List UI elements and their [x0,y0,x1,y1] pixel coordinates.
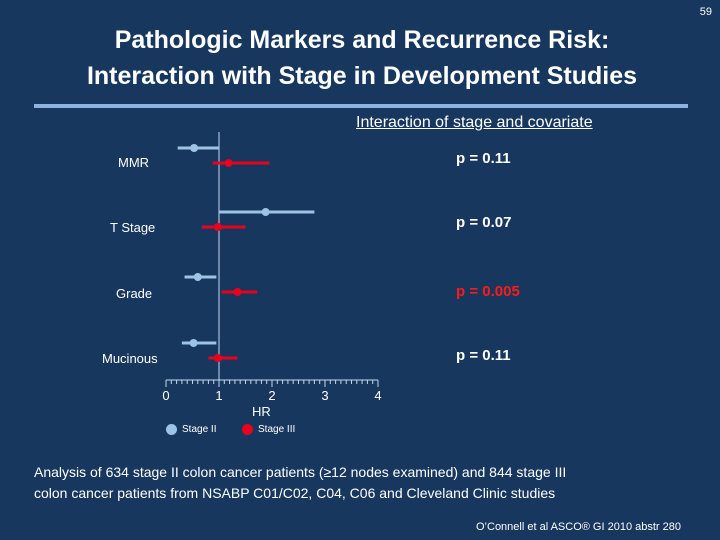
legend-stage-ii: Stage II [166,424,216,435]
title-line-2: Interaction with Stage in Development St… [86,62,638,90]
stage-iii-point [224,159,233,167]
p-value-t-stage: p = 0.07 [456,214,512,231]
p-value-grade: p = 0.005 [456,283,520,300]
x-tick-label: 0 [162,388,170,403]
stage-iii-point [213,354,222,362]
legend-stage-iii: Stage III [242,424,295,435]
caption-line-1: Analysis of 634 stage II colon cancer pa… [34,464,567,480]
stage-ii-point [261,208,270,216]
p-value-mucinous: p = 0.11 [456,347,511,364]
x-axis-title: HR [252,404,271,419]
interaction-heading: Interaction of stage and covariate [356,114,593,131]
legend-swatch-stage-iii [242,424,253,435]
stage-ii-point [189,339,198,347]
x-tick-label: 4 [374,388,382,403]
caption: Analysis of 634 stage II colon cancer pa… [34,462,694,504]
title-line-1: Pathologic Markers and Recurrence Risk: [114,26,610,54]
slide-number: 59 [699,6,712,18]
citation: O’Connell et al ASCO® GI 2010 abstr 280 [476,521,681,533]
slide-title: Pathologic Markers and Recurrence Risk: … [20,22,704,94]
x-tick-label: 1 [215,388,223,403]
row-label-t-stage: T Stage [110,220,156,235]
row-label-mmr: MMR [118,155,150,170]
stage-iii-point [213,223,222,231]
legend-label-stage-ii: Stage II [182,424,217,435]
x-tick-label: 2 [268,388,276,403]
stage-ii-point [193,273,202,281]
x-tick-label: 3 [321,388,329,403]
row-label-grade: Grade [116,286,153,301]
row-label-mucinous: Mucinous [102,351,158,366]
stage-iii-point [233,288,242,296]
title-divider [34,104,688,108]
stage-ii-point [190,144,199,152]
caption-line-2: colon cancer patients from NSABP C01/C02… [34,485,556,501]
legend-swatch-stage-ii [166,424,177,435]
legend-label-stage-iii: Stage III [258,424,296,435]
p-value-mmr: p = 0.11 [456,150,511,167]
